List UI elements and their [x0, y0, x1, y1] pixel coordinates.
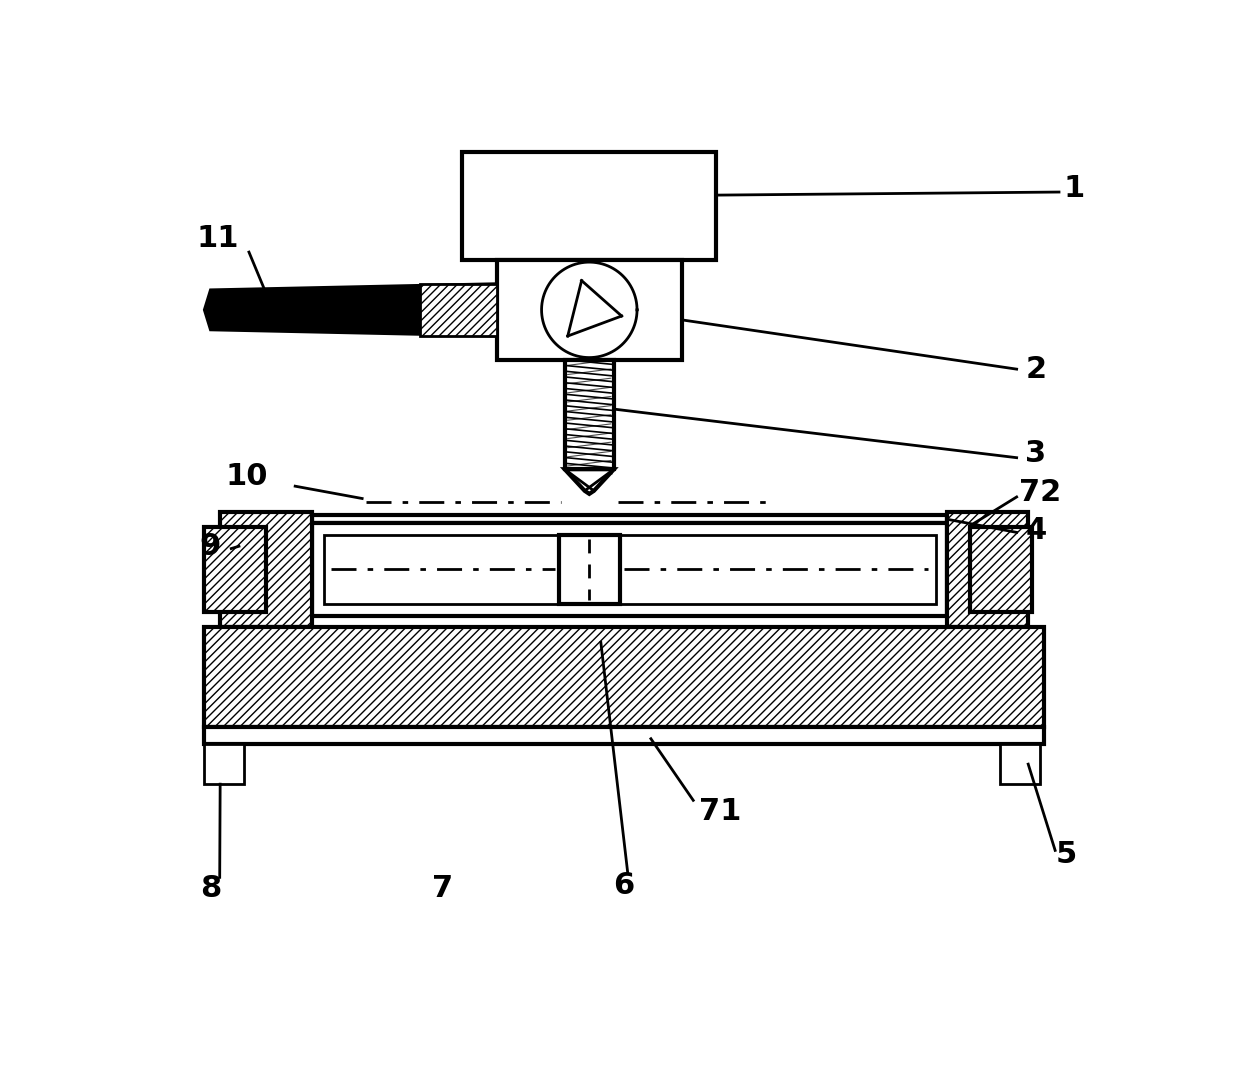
Bar	[205, 745, 244, 784]
Bar	[205, 527, 265, 612]
Bar	[463, 152, 717, 260]
Text: 8: 8	[200, 874, 221, 903]
Bar	[324, 535, 936, 604]
Bar	[258, 520, 312, 541]
Polygon shape	[205, 284, 497, 336]
Text: 71: 71	[699, 798, 742, 826]
Bar	[312, 515, 947, 523]
Bar	[497, 260, 682, 360]
Text: 6: 6	[614, 871, 635, 900]
Polygon shape	[564, 470, 614, 493]
Text: 7: 7	[433, 874, 454, 903]
Text: 11: 11	[197, 224, 239, 253]
Bar	[558, 535, 620, 604]
Bar	[971, 527, 1032, 612]
Bar	[999, 745, 1040, 784]
Text: 10: 10	[226, 462, 268, 491]
Bar	[205, 627, 1044, 727]
Text: 9: 9	[200, 532, 221, 561]
Text: 5: 5	[1056, 840, 1078, 869]
Bar	[947, 512, 1028, 627]
Bar	[564, 360, 614, 470]
Bar	[312, 523, 947, 615]
Bar	[205, 727, 1044, 745]
Text: 4: 4	[1025, 516, 1047, 546]
Bar	[420, 284, 497, 336]
Text: 3: 3	[1025, 439, 1047, 468]
Text: 72: 72	[1018, 478, 1061, 507]
Text: 1: 1	[1064, 174, 1085, 202]
Text: 2: 2	[1025, 354, 1047, 384]
Bar	[219, 512, 312, 627]
Bar	[947, 520, 1001, 541]
